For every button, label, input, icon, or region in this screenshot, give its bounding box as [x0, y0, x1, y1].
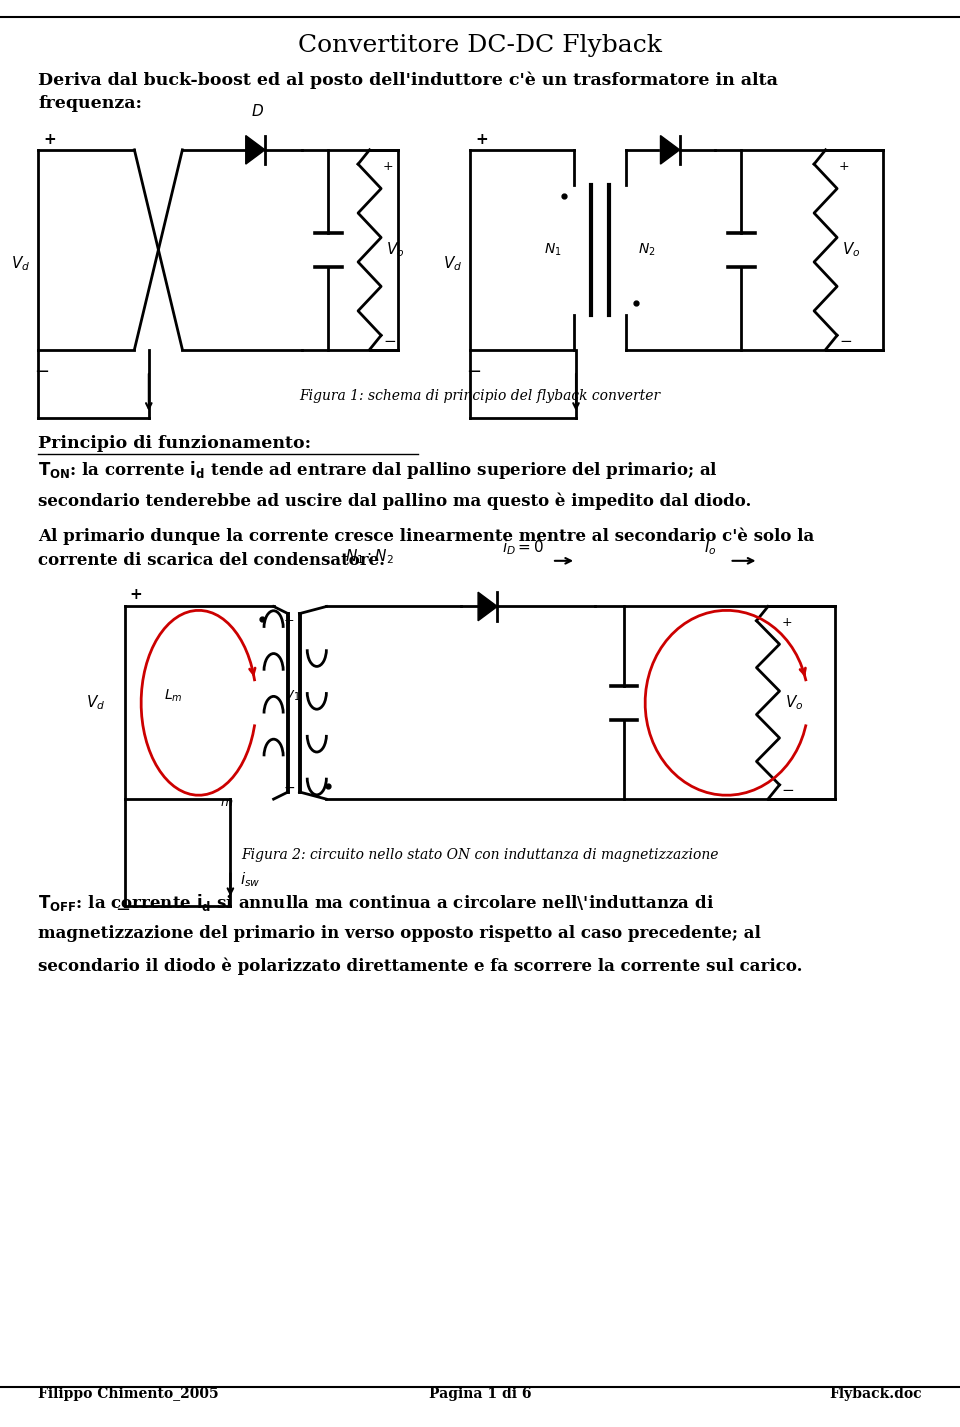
- Text: $D$: $D$: [251, 103, 264, 118]
- Text: $N_1 : N_2$: $N_1 : N_2$: [346, 547, 394, 565]
- Text: Al primario dunque la corrente cresce linearmente mentre al secondario c'è solo : Al primario dunque la corrente cresce li…: [38, 528, 815, 569]
- Text: +: +: [383, 160, 394, 173]
- Text: Deriva dal buck-boost ed al posto dell'induttore c'è un trasformatore in alta
fr: Deriva dal buck-boost ed al posto dell'i…: [38, 71, 779, 113]
- Text: $V_o$: $V_o$: [785, 694, 804, 712]
- Text: +: +: [283, 614, 294, 626]
- Text: Filippo Chimento_2005: Filippo Chimento_2005: [38, 1387, 219, 1401]
- Text: secondario tenderebbe ad uscire dal pallino ma questo è impedito dal diodo.: secondario tenderebbe ad uscire dal pall…: [38, 492, 752, 509]
- Text: $V_d$: $V_d$: [12, 254, 31, 274]
- Text: $i_D = 0$: $i_D = 0$: [502, 538, 544, 557]
- Polygon shape: [660, 136, 680, 164]
- Text: $N_1$: $N_1$: [544, 241, 562, 258]
- Text: Pagina 1 di 6: Pagina 1 di 6: [429, 1387, 531, 1401]
- Text: +: +: [475, 133, 488, 147]
- Text: $V_o$: $V_o$: [842, 240, 860, 260]
- Text: +: +: [43, 133, 56, 147]
- Text: magnetizzazione del primario in verso opposto rispetto al caso precedente; al: magnetizzazione del primario in verso op…: [38, 925, 761, 942]
- Text: $N_2$: $N_2$: [638, 241, 656, 258]
- Text: $\mathbf{T_{OFF}}$: la corrente $\mathbf{i_d}$ si annulla ma continua a circolar: $\mathbf{T_{OFF}}$: la corrente $\mathbf…: [38, 892, 714, 913]
- Text: m: m: [221, 796, 233, 809]
- Text: Figura 1: schema di principio del flyback converter: Figura 1: schema di principio del flybac…: [300, 388, 660, 402]
- Text: $i_{sw}$: $i_{sw}$: [240, 870, 260, 889]
- Text: $-$: $-$: [115, 899, 131, 918]
- Text: Convertitore DC-DC Flyback: Convertitore DC-DC Flyback: [298, 34, 662, 57]
- Text: $V_o$: $V_o$: [386, 240, 404, 260]
- Text: $-$: $-$: [34, 361, 49, 380]
- Text: +: +: [130, 588, 142, 602]
- Text: $-$: $-$: [839, 332, 852, 347]
- Text: $I_o$: $I_o$: [704, 538, 717, 557]
- Text: $-$: $-$: [383, 332, 396, 347]
- Polygon shape: [478, 592, 497, 621]
- Text: $-$: $-$: [283, 779, 296, 793]
- Text: $V_d$: $V_d$: [86, 694, 106, 712]
- Text: Figura 2: circuito nello stato ON con induttanza di magnetizzazione: Figura 2: circuito nello stato ON con in…: [241, 848, 719, 862]
- Text: $L_m$: $L_m$: [164, 688, 182, 704]
- Text: $\mathbf{T_{ON}}$: la corrente $\mathbf{i_d}$ tende ad entrare dal pallino super: $\mathbf{T_{ON}}$: la corrente $\mathbf{…: [38, 459, 718, 481]
- Text: Principio di funzionamento:: Principio di funzionamento:: [38, 435, 312, 452]
- Text: +: +: [781, 616, 792, 629]
- Text: secondario il diodo è polarizzato direttamente e fa scorrere la corrente sul car: secondario il diodo è polarizzato dirett…: [38, 958, 803, 975]
- Text: $V_d$: $V_d$: [444, 254, 463, 274]
- Text: $-$: $-$: [781, 782, 795, 796]
- Text: Flyback.doc: Flyback.doc: [829, 1387, 922, 1401]
- Text: +: +: [839, 160, 850, 173]
- Text: $v_1$: $v_1$: [285, 688, 300, 704]
- Polygon shape: [246, 136, 265, 164]
- Text: $-$: $-$: [466, 361, 481, 380]
